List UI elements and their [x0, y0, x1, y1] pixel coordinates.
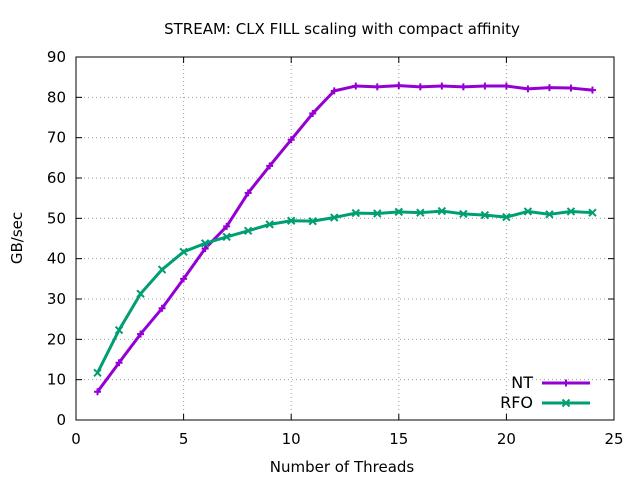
- data-point-rfo: [330, 213, 339, 222]
- y-axis-title: GB/sec: [8, 212, 26, 264]
- data-point-nt: [567, 84, 575, 92]
- data-point-rfo: [265, 220, 274, 229]
- data-point-rfo: [394, 207, 404, 217]
- legend-entry-nt: NT: [511, 373, 590, 392]
- legend-marker-rfo: [561, 398, 571, 408]
- series-line-nt: [96, 84, 593, 393]
- y-tick-label: 0: [56, 411, 66, 429]
- data-point-rfo: [351, 208, 360, 218]
- grid: [76, 57, 614, 420]
- data-point-nt: [115, 359, 123, 367]
- x-tick-label: 5: [179, 430, 189, 448]
- legend-entry-rfo: RFO: [500, 393, 590, 412]
- x-tick-label: 20: [497, 430, 516, 448]
- data-point-nt: [201, 245, 209, 253]
- y-tick-label: 70: [47, 129, 66, 147]
- data-point-rfo: [114, 325, 124, 335]
- data-point-rfo: [566, 207, 576, 216]
- data-point-rfo: [459, 209, 468, 219]
- data-point-rfo: [136, 289, 145, 298]
- data-point-nt: [223, 222, 231, 230]
- data-point-nt: [373, 83, 381, 91]
- data-point-rfo: [200, 239, 210, 248]
- y-tick-label: 40: [47, 250, 66, 268]
- data-point-nt: [158, 304, 166, 312]
- data-point-rfo: [93, 368, 102, 378]
- data-point-nt: [416, 83, 424, 91]
- data-point-nt: [180, 275, 188, 283]
- data-point-rfo: [157, 265, 167, 274]
- data-point-nt: [244, 189, 252, 197]
- data-point-rfo: [502, 212, 511, 222]
- data-point-rfo: [545, 210, 554, 219]
- data-point-rfo: [179, 247, 188, 257]
- series-rfo: [93, 206, 597, 378]
- data-point-rfo: [243, 226, 253, 236]
- series-line-rfo: [96, 209, 593, 374]
- data-point-rfo: [308, 216, 317, 226]
- legend-label-nt: NT: [511, 373, 533, 392]
- data-point-rfo: [416, 208, 425, 217]
- data-point-rfo: [523, 207, 533, 216]
- data-point-rfo: [222, 232, 231, 242]
- plot-border: [75, 56, 615, 421]
- y-tick-label: 50: [47, 209, 66, 227]
- data-point-nt: [438, 82, 446, 90]
- data-point-rfo: [480, 210, 490, 220]
- data-point-nt: [481, 82, 489, 90]
- y-tick-label: 10: [47, 371, 66, 389]
- axes: 0 5 10 15 20 25 0 10 20 30 40 50 60 70 80 90: [47, 48, 624, 448]
- data-point-rfo: [373, 209, 382, 218]
- y-tick-label: 80: [47, 88, 66, 106]
- y-tick-label: 20: [47, 330, 66, 348]
- data-point-nt: [545, 84, 553, 92]
- legend-marker-nt: [562, 379, 570, 387]
- data-point-nt: [588, 86, 596, 94]
- data-point-nt: [137, 330, 145, 338]
- data-point-nt: [287, 136, 295, 144]
- data-point-nt: [352, 82, 360, 90]
- data-point-nt: [94, 388, 102, 396]
- data-point-rfo: [588, 208, 597, 217]
- legend-label-rfo: RFO: [500, 393, 533, 412]
- x-tick-label: 25: [604, 430, 623, 448]
- x-tick-label: 10: [282, 430, 301, 448]
- data-point-nt: [309, 109, 317, 117]
- chart-title: STREAM: CLX FILL scaling with compact af…: [164, 20, 520, 38]
- x-tick-label: 15: [389, 430, 408, 448]
- data-point-nt: [459, 83, 467, 91]
- series-nt: [94, 82, 596, 396]
- x-tick-label: 0: [71, 430, 81, 448]
- x-axis-title: Number of Threads: [270, 458, 415, 476]
- y-tick-label: 30: [47, 290, 66, 308]
- data-point-nt: [266, 162, 274, 170]
- data-point-nt: [330, 87, 338, 95]
- data-point-nt: [524, 85, 532, 93]
- y-tick-label: 90: [47, 48, 66, 66]
- data-point-nt: [502, 82, 510, 90]
- data-point-rfo: [437, 206, 447, 216]
- series-layer: [93, 82, 597, 396]
- data-point-rfo: [286, 216, 296, 225]
- data-point-nt: [395, 82, 403, 90]
- y-tick-label: 60: [47, 169, 66, 187]
